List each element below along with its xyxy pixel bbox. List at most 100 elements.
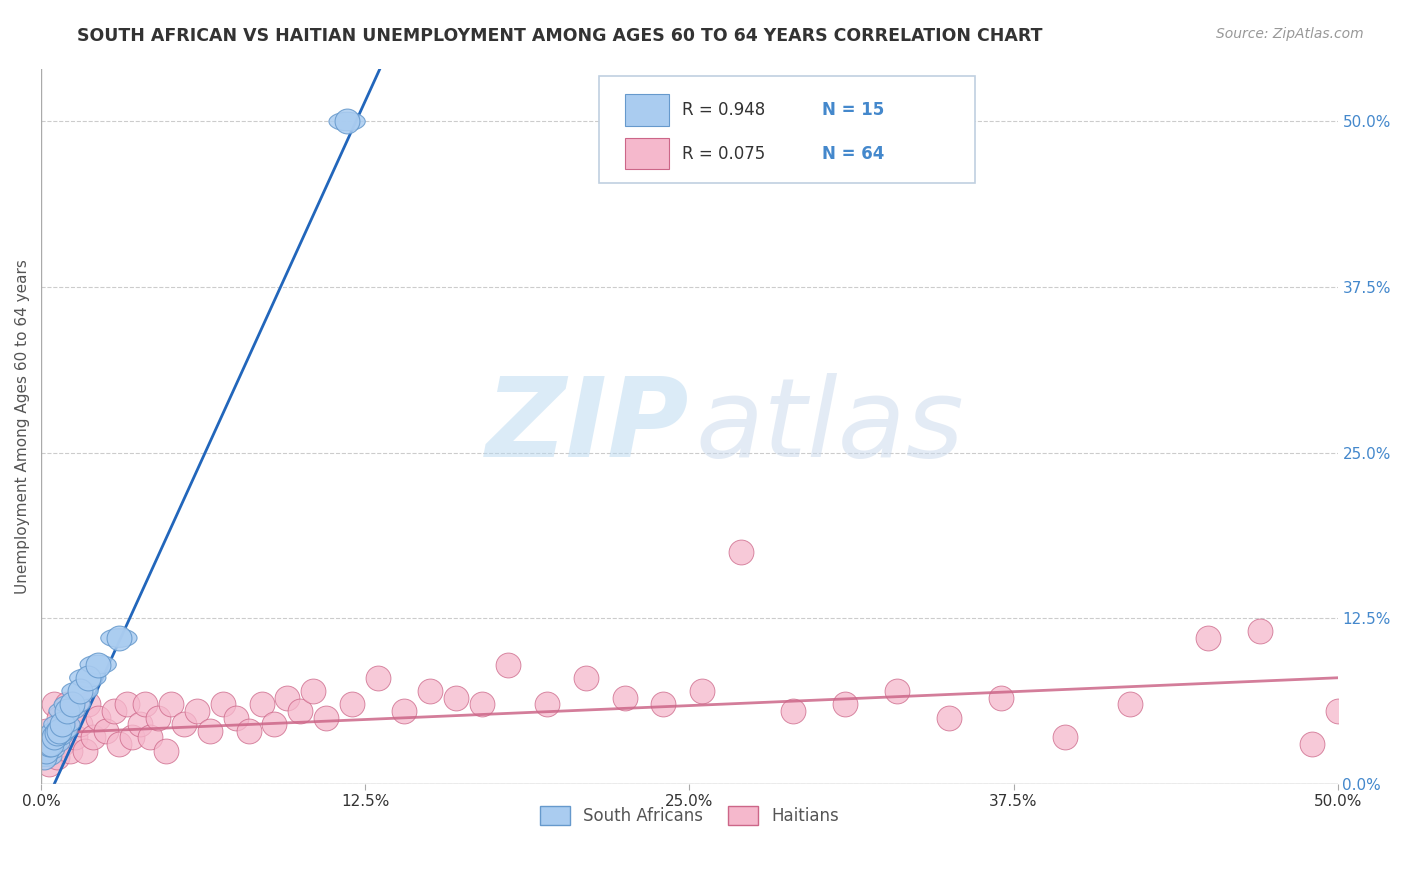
Point <box>536 698 558 712</box>
Text: atlas: atlas <box>696 373 965 480</box>
Point <box>63 731 86 745</box>
Point <box>1119 698 1142 712</box>
Text: N = 15: N = 15 <box>821 101 884 119</box>
Point <box>41 731 63 745</box>
Point <box>342 698 364 712</box>
Point <box>45 726 67 740</box>
Point <box>367 671 389 685</box>
Circle shape <box>70 668 105 687</box>
Point <box>652 698 675 712</box>
Legend: South Africans, Haitians: South Africans, Haitians <box>540 806 839 825</box>
Point <box>82 731 104 745</box>
Point <box>69 684 91 698</box>
Point <box>886 684 908 698</box>
Point <box>60 698 83 712</box>
Point <box>225 710 247 724</box>
Point <box>48 710 70 724</box>
Point <box>302 684 325 698</box>
Circle shape <box>41 722 77 740</box>
Point <box>155 744 177 758</box>
Point <box>692 684 714 698</box>
Circle shape <box>53 695 90 714</box>
Text: SOUTH AFRICAN VS HAITIAN UNEMPLOYMENT AMONG AGES 60 TO 64 YEARS CORRELATION CHAR: SOUTH AFRICAN VS HAITIAN UNEMPLOYMENT AM… <box>77 27 1043 45</box>
Point <box>35 744 58 758</box>
Point <box>48 723 70 738</box>
Circle shape <box>101 629 136 648</box>
Point <box>990 690 1012 705</box>
Point <box>108 737 131 751</box>
Circle shape <box>80 656 117 673</box>
Point <box>103 704 125 718</box>
Point <box>146 710 169 724</box>
Circle shape <box>329 112 366 131</box>
Point <box>238 723 260 738</box>
Point <box>59 744 82 758</box>
Point <box>121 731 143 745</box>
Text: R = 0.948: R = 0.948 <box>682 101 765 119</box>
Point <box>69 717 91 731</box>
Point <box>38 737 60 751</box>
Point <box>250 698 273 712</box>
Point <box>42 731 65 745</box>
Point <box>392 704 415 718</box>
Point <box>1249 624 1271 639</box>
Point <box>730 545 752 559</box>
Point <box>198 723 221 738</box>
Point <box>1197 631 1219 645</box>
Text: ZIP: ZIP <box>486 373 689 480</box>
Point <box>56 698 79 712</box>
Point <box>108 631 131 645</box>
Circle shape <box>28 741 65 760</box>
Circle shape <box>31 735 67 753</box>
FancyBboxPatch shape <box>624 95 669 126</box>
Point <box>35 723 58 738</box>
Point <box>76 698 98 712</box>
Point <box>938 710 960 724</box>
Point <box>75 744 97 758</box>
Point <box>782 704 804 718</box>
Point <box>51 717 73 731</box>
Point <box>263 717 285 731</box>
FancyBboxPatch shape <box>599 76 974 183</box>
Circle shape <box>49 702 86 720</box>
Point <box>76 671 98 685</box>
Point <box>159 698 181 712</box>
Point <box>419 684 441 698</box>
Point <box>42 698 65 712</box>
Point <box>1301 737 1323 751</box>
Point <box>115 698 138 712</box>
Circle shape <box>38 724 75 743</box>
Point <box>56 704 79 718</box>
Point <box>1326 704 1348 718</box>
Point <box>290 704 312 718</box>
Point <box>134 698 156 712</box>
Circle shape <box>25 748 62 766</box>
Point <box>41 737 63 751</box>
Circle shape <box>44 714 80 733</box>
Point <box>186 704 208 718</box>
Point <box>444 690 467 705</box>
Point <box>139 731 162 745</box>
Text: N = 64: N = 64 <box>821 145 884 162</box>
Point <box>32 750 55 764</box>
Point <box>613 690 636 705</box>
Point <box>834 698 856 712</box>
Circle shape <box>37 728 72 747</box>
Point <box>336 114 359 128</box>
Y-axis label: Unemployment Among Ages 60 to 64 years: Unemployment Among Ages 60 to 64 years <box>15 259 30 593</box>
Point <box>128 717 150 731</box>
Point <box>60 704 83 718</box>
Point <box>315 710 337 724</box>
Point <box>38 756 60 771</box>
Point <box>51 737 73 751</box>
Point <box>496 657 519 672</box>
Point <box>45 750 67 764</box>
Circle shape <box>34 735 70 753</box>
Circle shape <box>62 681 98 700</box>
Point <box>53 717 76 731</box>
Point <box>87 657 110 672</box>
Point <box>87 710 110 724</box>
Point <box>575 671 598 685</box>
Point <box>211 698 233 712</box>
FancyBboxPatch shape <box>624 138 669 169</box>
